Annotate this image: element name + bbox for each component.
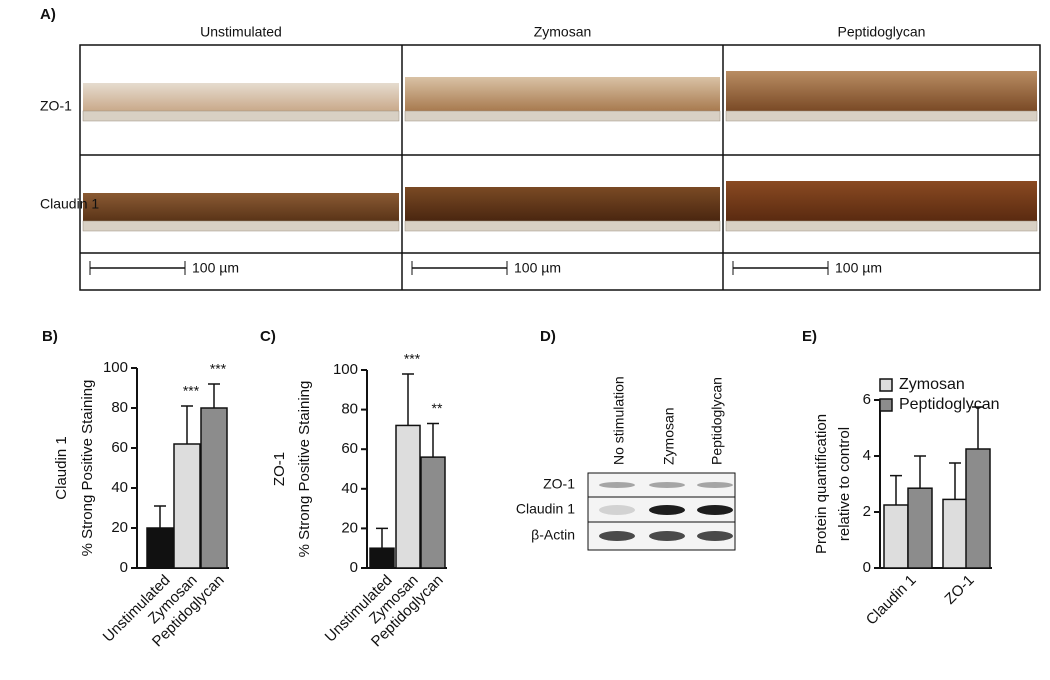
x-tick-label: Claudin 1: [863, 572, 920, 629]
tissue-layer: [726, 71, 1037, 111]
tissue-layer: [83, 193, 399, 221]
significance: ***: [210, 361, 227, 377]
scale-bar-label: 100 µm: [192, 260, 239, 276]
y-tick-label: 60: [341, 440, 358, 457]
y-axis-label: % Strong Positive Staining: [296, 381, 313, 558]
tissue-layer: [83, 83, 399, 111]
bar: [883, 504, 909, 569]
error-bar: [972, 406, 984, 449]
significance: ***: [183, 383, 200, 399]
bar: [395, 424, 421, 569]
y-tick-label: 20: [341, 519, 358, 536]
y-tick-label: 80: [341, 401, 358, 418]
y-axis-label: relative to control: [836, 427, 853, 541]
y-tick-label: 40: [341, 480, 358, 497]
y-tick-label: 100: [333, 361, 358, 378]
error-bar: [914, 455, 926, 489]
significance: **: [432, 400, 443, 416]
blot-band: [697, 531, 733, 541]
legend-swatch: [879, 378, 893, 392]
panel-label: C): [260, 328, 276, 345]
membrane: [82, 110, 400, 122]
legend-label: Zymosan: [899, 376, 965, 393]
panel-label: B): [42, 328, 58, 345]
bar: [965, 448, 991, 569]
row-label: ZO-1: [40, 98, 72, 114]
bar: [369, 547, 395, 569]
y-tick-label: 0: [863, 559, 871, 576]
y-tick-label: 4: [863, 447, 871, 464]
error-bar: [890, 474, 902, 505]
blot-band: [599, 531, 635, 541]
lane-label: Peptidoglycan: [709, 377, 725, 465]
significance: ***: [404, 351, 421, 367]
membrane: [82, 220, 400, 232]
error-bar: [949, 462, 961, 500]
error-bar: [154, 505, 166, 528]
error-bar: [181, 405, 193, 444]
tissue-layer: [726, 181, 1037, 221]
membrane: [404, 220, 721, 232]
y-tick-label: 6: [863, 391, 871, 408]
error-bar: [427, 422, 439, 458]
y-axis-label: Protein quantification: [813, 414, 830, 554]
lane-label: Zymosan: [661, 407, 677, 465]
band-label: ZO-1: [543, 476, 575, 492]
y-axis-label: Claudin 1: [53, 436, 70, 499]
scale-bar-label: 100 µm: [514, 260, 561, 276]
error-bar: [402, 373, 414, 426]
tissue-layer: [405, 77, 720, 111]
legend-label: Peptidoglycan: [899, 396, 1000, 413]
y-tick-label: 40: [111, 479, 128, 496]
y-tick-label: 60: [111, 439, 128, 456]
bar: [907, 487, 933, 569]
y-tick-label: 2: [863, 503, 871, 520]
blot-band: [697, 482, 733, 488]
y-tick-label: 20: [111, 519, 128, 536]
band-label: β-Actin: [531, 527, 575, 543]
column-heading: Peptidoglycan: [838, 24, 926, 40]
scale-bar-label: 100 µm: [835, 260, 882, 276]
y-tick-label: 100: [103, 359, 128, 376]
y-axis-label: % Strong Positive Staining: [79, 380, 96, 557]
row-label: Claudin 1: [40, 196, 99, 212]
y-tick-label: 0: [350, 559, 358, 576]
bar: [200, 407, 228, 569]
band-label: Claudin 1: [516, 501, 575, 517]
tissue-layer: [405, 187, 720, 221]
lane-label: No stimulation: [611, 376, 627, 465]
error-bar: [376, 527, 388, 549]
panel-label: D): [540, 328, 556, 345]
bar: [146, 527, 174, 569]
error-bar: [208, 383, 220, 408]
membrane: [404, 110, 721, 122]
blot-band: [599, 482, 635, 488]
panel-label: A): [40, 6, 56, 23]
blot-band: [649, 482, 685, 488]
column-heading: Unstimulated: [200, 24, 282, 40]
blot-band: [649, 505, 685, 515]
blot-band: [649, 531, 685, 541]
image-frame: [79, 44, 1041, 291]
panel-label: E): [802, 328, 817, 345]
y-axis-label: ZO-1: [271, 452, 288, 486]
column-heading: Zymosan: [534, 24, 592, 40]
bar: [942, 498, 968, 569]
legend-swatch: [879, 398, 893, 412]
bar: [173, 443, 201, 569]
membrane: [725, 220, 1038, 232]
blot-band: [599, 505, 635, 515]
x-tick-label: ZO-1: [941, 572, 977, 608]
y-tick-label: 80: [111, 399, 128, 416]
blot-band: [697, 505, 733, 515]
bar: [420, 456, 446, 569]
membrane: [725, 110, 1038, 122]
y-tick-label: 0: [120, 559, 128, 576]
